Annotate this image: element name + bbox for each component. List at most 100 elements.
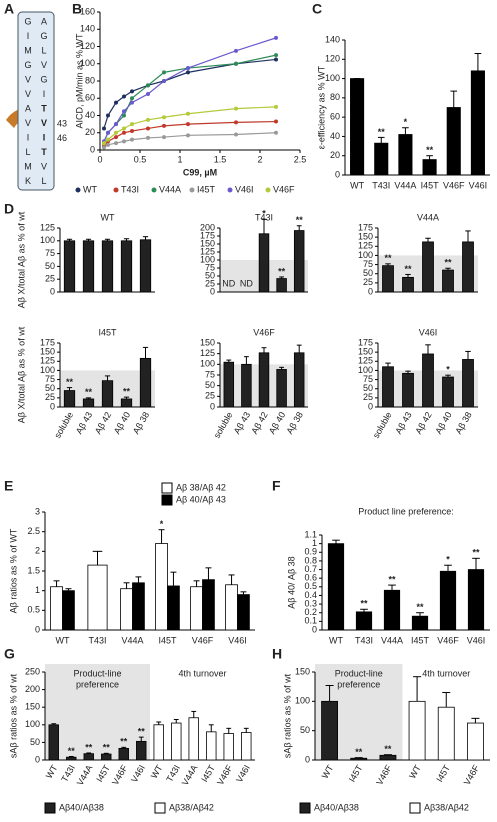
panel-label: E xyxy=(4,478,13,494)
bar xyxy=(101,380,114,408)
data-point xyxy=(186,122,190,127)
residue: G xyxy=(40,74,47,84)
y-tick-label: 100 xyxy=(358,250,373,260)
panel-label: A xyxy=(4,1,14,17)
series-line xyxy=(103,120,277,147)
x-tick-label: Aβ 42 xyxy=(93,410,114,436)
bar xyxy=(442,376,454,408)
y-tick-label: 150 xyxy=(358,347,373,357)
y-tick-label: 0.4 xyxy=(304,590,317,600)
data-point xyxy=(102,126,106,131)
data-point xyxy=(130,129,134,134)
x-tick-label: T43I xyxy=(59,763,77,784)
y-tick-label: 0 xyxy=(35,624,40,634)
bar xyxy=(63,240,76,293)
y-tick-label: 125 xyxy=(358,356,373,366)
bar xyxy=(276,369,287,408)
x-tick-label: T43I xyxy=(164,763,182,784)
y-tick-label: 20 xyxy=(330,150,340,160)
residue: I xyxy=(27,132,30,142)
y-axis-label: ε-efficiency as % WT xyxy=(316,65,326,149)
group-label: preference xyxy=(337,679,380,689)
chart-title: Product line preference: xyxy=(358,506,454,516)
x-tick-label: Aβ 43 xyxy=(393,410,414,436)
data-point xyxy=(146,126,150,131)
y-tick-label: 0.5 xyxy=(304,581,317,591)
bar xyxy=(422,241,434,293)
y-tick-label: 50 xyxy=(300,725,310,735)
legend-label: Aβ 38/Aβ 42 xyxy=(176,482,226,492)
data-point xyxy=(162,70,166,75)
bar xyxy=(293,230,305,293)
x-tick-label: WT xyxy=(320,763,336,781)
x-tick-label: I45T xyxy=(158,635,177,645)
y-tick-label: 1.5 xyxy=(27,565,40,575)
data-point xyxy=(114,130,118,135)
y-tick-label: 1 xyxy=(312,538,317,548)
data-point xyxy=(114,141,118,146)
x-tick-label: V46I xyxy=(129,763,147,784)
significance: ** xyxy=(472,548,480,558)
y-tick-label: 150 xyxy=(25,702,40,712)
data-point xyxy=(274,53,278,58)
data-point xyxy=(186,133,190,138)
y-tick-label: 140 xyxy=(325,34,340,44)
y-tick-label: 50 xyxy=(205,270,215,280)
residue: M xyxy=(24,161,32,171)
bar xyxy=(82,398,95,408)
x-tick-label: Aβ 43 xyxy=(74,410,95,436)
y-tick-label: 0.8 xyxy=(304,555,317,565)
significance: ** xyxy=(388,574,396,584)
residue: I xyxy=(43,132,46,142)
x-tick-label: I45T xyxy=(411,635,430,645)
y-tick-label: 75 xyxy=(45,248,55,258)
data-point xyxy=(274,130,278,135)
y-tick-label: 75 xyxy=(363,259,373,269)
legend-marker xyxy=(113,187,119,193)
chart-title: V44A xyxy=(417,212,439,222)
y-tick-label: 0.2 xyxy=(304,607,317,617)
residue: G xyxy=(24,60,31,70)
x-tick-label: V44A xyxy=(394,180,416,190)
legend-label: WT xyxy=(83,184,97,194)
data-point xyxy=(186,66,190,71)
bar xyxy=(379,754,397,761)
x-tick-label: 1.5 xyxy=(214,154,227,164)
bar xyxy=(155,543,168,631)
bar xyxy=(467,569,485,631)
legend-swatch xyxy=(161,482,173,494)
x-tick-label: T43I xyxy=(372,180,390,190)
x-tick-label: WT xyxy=(56,635,70,645)
x-tick-label: V46I xyxy=(234,763,252,784)
bar xyxy=(382,265,394,293)
x-tick-label: I45T xyxy=(347,763,365,784)
x-tick-label: Aβ 40 xyxy=(433,410,454,436)
significance: ** xyxy=(296,215,304,225)
y-tick-label: 140 xyxy=(80,24,95,34)
bar xyxy=(241,732,252,761)
bar xyxy=(398,134,413,176)
chart-title: V46F xyxy=(253,327,275,337)
data-point xyxy=(162,79,166,83)
bar xyxy=(139,357,152,408)
y-tick-label: 150 xyxy=(40,347,55,357)
x-tick-label: 0 xyxy=(97,154,102,164)
y-tick-label: 0 xyxy=(35,754,40,764)
legend-marker xyxy=(75,187,81,193)
y-tick-label: 40 xyxy=(85,110,95,120)
legend-marker xyxy=(265,187,271,193)
group-label: preference xyxy=(76,679,119,689)
bar xyxy=(153,724,164,761)
y-tick-label: 150 xyxy=(200,337,215,347)
significance: ** xyxy=(444,258,452,268)
bar xyxy=(408,700,426,761)
group-label: Product-line xyxy=(73,668,121,678)
residue: L xyxy=(41,176,46,186)
bar xyxy=(62,590,75,631)
legend-marker xyxy=(189,187,195,193)
x-tick-label: I45T xyxy=(94,763,112,784)
residue: T xyxy=(41,103,47,113)
bar xyxy=(439,570,457,631)
x-tick-label: V46F xyxy=(192,635,214,645)
y-tick-label: 160 xyxy=(80,6,95,16)
